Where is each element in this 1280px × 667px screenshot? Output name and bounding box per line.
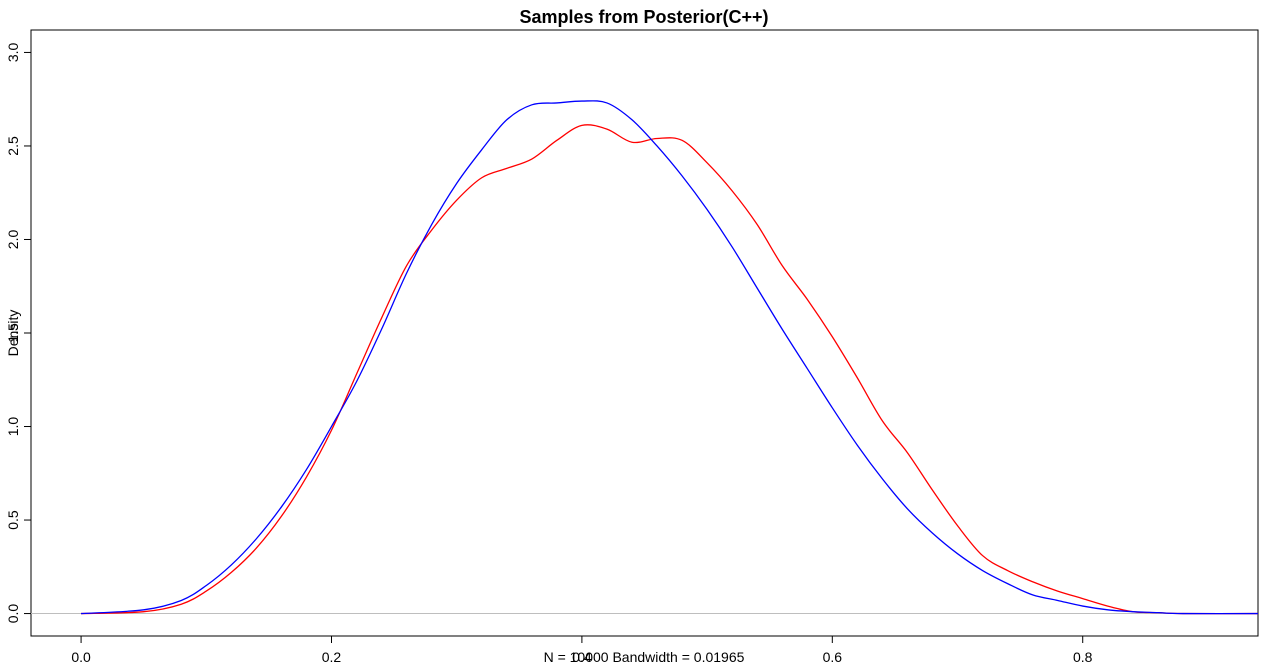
x-tick-label: 0.0 — [71, 649, 91, 665]
x-tick-label: 0.2 — [322, 649, 342, 665]
y-axis: 0.0 0.5 1.0 1.5 2.0 2.5 3.0 — [5, 43, 31, 624]
y-tick-label: 2.0 — [5, 230, 21, 250]
x-tick-label: 0.6 — [823, 649, 843, 665]
x-tick-label: 0.4 — [572, 649, 592, 665]
y-tick-label: 1.5 — [5, 323, 21, 343]
y-tick-label: 1.0 — [5, 417, 21, 437]
y-tick-label: 0.5 — [5, 510, 21, 530]
chart-title: Samples from Posterior(C++) — [519, 7, 768, 27]
y-axis-label: Density — [5, 310, 21, 357]
density-curve-red — [81, 124, 1259, 615]
density-curve-blue — [81, 100, 1259, 615]
x-tick-label: 0.8 — [1073, 649, 1093, 665]
x-axis: 0.0 0.2 0.4 0.6 0.8 — [71, 636, 1093, 665]
y-tick-label: 2.5 — [5, 136, 21, 156]
y-tick-label: 3.0 — [5, 43, 21, 63]
series-layer — [81, 100, 1259, 615]
x-axis-label: N = 10000 Bandwidth = 0.01965 — [544, 649, 745, 665]
y-tick-label: 0.0 — [5, 604, 21, 624]
